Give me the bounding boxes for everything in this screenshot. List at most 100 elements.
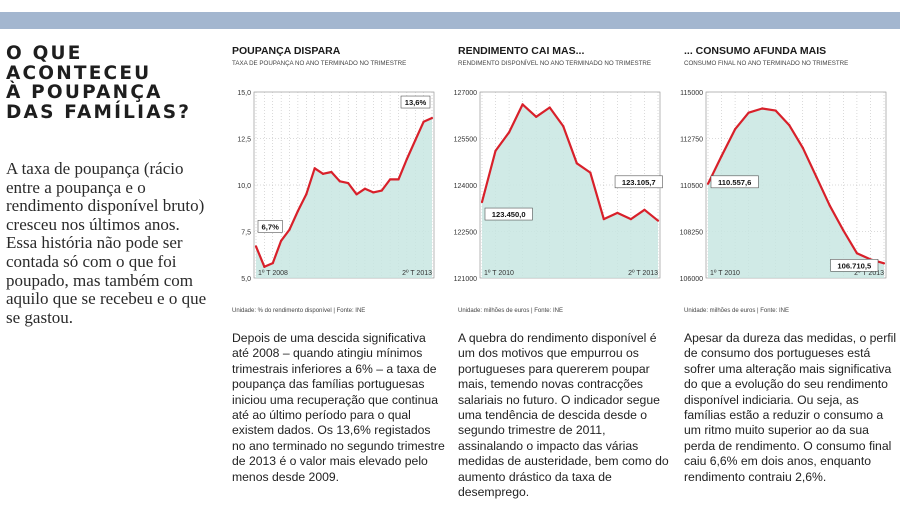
data-point	[616, 211, 619, 214]
data-point	[535, 115, 538, 118]
chart-1-unit-note: Unidade: % do rendimento disponível | Fo…	[232, 308, 366, 314]
y-tick-label: 110500	[680, 183, 703, 190]
data-point	[480, 200, 484, 204]
chart-2-body-text: A quebra do rendimento disponível é um d…	[458, 331, 669, 500]
data-point	[562, 125, 565, 128]
data-point	[355, 193, 358, 196]
data-point	[589, 171, 592, 174]
headline: O QUE ACONTECEU À POUPANÇA DAS FAMÍLIAS?	[6, 43, 192, 123]
intro-text: A taxa de poupança (rácio entre a poupan…	[6, 159, 207, 327]
data-label-box	[400, 95, 431, 109]
data-point	[548, 106, 551, 109]
chart-3-final-consumption: 115000 112750 110500 108250 106000 1º T 2010 2…	[680, 90, 887, 283]
data-label-box	[710, 175, 759, 189]
data-point	[575, 162, 578, 165]
data-point	[828, 204, 831, 207]
data-point	[372, 191, 375, 194]
data-point	[788, 123, 791, 127]
data-point	[388, 178, 392, 181]
data-label-box	[257, 220, 283, 233]
data-point	[815, 175, 818, 178]
series-line	[254, 116, 433, 268]
series-area	[256, 118, 432, 278]
data-point	[347, 182, 350, 185]
chart-1-title: POUPANÇA DISPARA	[232, 45, 341, 57]
data-point	[430, 116, 434, 120]
data-point	[801, 146, 804, 149]
data-point	[720, 154, 723, 158]
series-line	[480, 103, 659, 222]
data-point	[643, 208, 646, 211]
chart-3-unit-note: Unidade: milhões de euros | Fonte: INE	[684, 308, 789, 314]
data-point	[313, 167, 316, 170]
series-area	[708, 108, 884, 278]
data-point	[330, 170, 333, 174]
y-tick-label: 5,0	[241, 276, 251, 283]
data-point	[397, 178, 400, 181]
data-point	[774, 109, 777, 112]
data-point	[494, 149, 497, 152]
data-point	[629, 218, 633, 221]
data-point	[288, 228, 291, 231]
y-tick-label: 106000	[680, 276, 703, 283]
data-label: 13,6%	[405, 98, 427, 107]
data-label: 106.710,5	[837, 261, 872, 270]
x-tick-label-start: 1º T 2008	[258, 270, 288, 277]
chart-3-subtitle: CONSUMO FINAL NO ANO TERMINADO NO TRIMES…	[684, 60, 849, 67]
series-area	[482, 104, 658, 279]
y-tick-label: 10,0	[237, 183, 251, 190]
y-tick-label: 15,0	[237, 90, 251, 97]
x-tick-label-end: 2º T 2013	[628, 270, 658, 277]
y-tick-label: 108250	[680, 230, 703, 237]
data-point	[271, 262, 274, 265]
data-point	[305, 193, 308, 196]
data-point	[855, 252, 859, 255]
data-point	[521, 103, 524, 106]
y-tick-label: 125500	[454, 137, 477, 144]
x-tick-label-end: 2º T 2013	[402, 270, 432, 277]
series-line	[707, 107, 885, 265]
data-point	[507, 131, 511, 134]
data-label-box	[484, 207, 533, 221]
data-point	[380, 189, 383, 192]
data-point	[363, 187, 367, 190]
data-label: 110.557,6	[718, 178, 751, 187]
chart-1-subtitle: TAXA DE POUPANÇA NO ANO TERMINADO NO TRI…	[232, 60, 407, 67]
chart-2-title: RENDIMENTO CAI MAS...	[458, 45, 585, 57]
top-color-band	[0, 12, 900, 29]
data-point	[321, 172, 325, 175]
chart-2-subtitle: RENDIMENTO DISPONÍVEL NO ANO TERMINADO N…	[458, 60, 651, 67]
chart-1-body-text: Depois de uma descida significativa até …	[232, 331, 445, 484]
y-tick-label: 7,5	[241, 230, 251, 237]
chart-1-savings-rate: 15,0 12,5 10,0 7,5 5,0 1º T 2008 2º T 2013 6,7%…	[237, 90, 435, 283]
data-point	[422, 120, 425, 123]
data-label-box	[614, 175, 663, 189]
data-label: 6,7%	[262, 222, 280, 231]
data-label: 123.105,7	[622, 178, 656, 187]
data-point	[747, 111, 750, 114]
data-point	[254, 245, 258, 248]
data-point	[706, 182, 710, 185]
data-point	[602, 218, 605, 221]
y-tick-label: 124000	[454, 183, 477, 190]
data-label-box	[830, 259, 879, 272]
data-point	[761, 107, 764, 110]
data-point	[296, 209, 300, 213]
data-point	[414, 139, 417, 142]
chart-2-disposable-income: 127000 125500 124000 122500 121000 1º T 2010 2…	[454, 90, 663, 283]
data-point	[338, 180, 341, 183]
data-point	[882, 262, 886, 265]
chart-2-unit-note: Unidade: milhões de euros | Fonte: INE	[458, 308, 563, 314]
data-point	[842, 229, 845, 232]
data-point	[405, 157, 408, 161]
data-point	[280, 239, 283, 242]
y-tick-label: 115000	[680, 90, 703, 97]
y-tick-label: 12,5	[237, 137, 251, 144]
chart-3-body-text: Apesar da dureza das medidas, o perfil d…	[684, 331, 897, 484]
x-tick-label-start: 1º T 2010	[710, 270, 740, 277]
data-point	[263, 265, 266, 268]
data-label: 123.450,0	[492, 210, 526, 219]
x-tick-label-start: 1º T 2010	[484, 270, 514, 277]
data-point	[656, 219, 660, 222]
y-tick-label: 122500	[454, 230, 477, 237]
